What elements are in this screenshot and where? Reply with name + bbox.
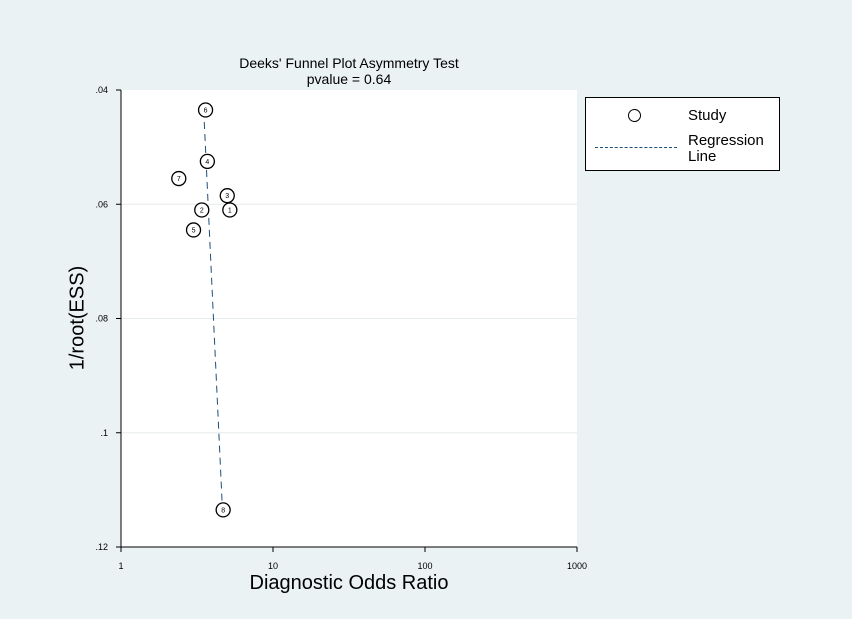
x-tick-label: 1000 — [567, 561, 587, 571]
regression-layer — [203, 109, 223, 510]
study-point — [171, 170, 187, 187]
y-tick-label: .06 — [95, 199, 108, 209]
study-point — [185, 222, 202, 238]
y-tick-label: .04 — [95, 85, 108, 95]
legend-regression-label: Regression Line — [688, 132, 764, 165]
points-layer: 1 2 3 4 5 6 7 8 — [171, 102, 238, 518]
legend-study-marker — [628, 109, 641, 122]
regression-line — [203, 109, 223, 510]
y-tick-label: .08 — [95, 314, 108, 324]
study-point-label: 7 — [177, 176, 181, 183]
study-point-label: 6 — [204, 107, 208, 114]
legend-regression-line — [595, 147, 677, 148]
chart-title: Deeks' Funnel Plot Asymmetry Test — [239, 55, 459, 71]
study-point — [219, 188, 235, 204]
y-tick-label: .1 — [100, 428, 108, 438]
study-point — [215, 502, 231, 518]
axes: .04 .06 .08 .1 .12 1 10 100 1000 — [95, 85, 587, 571]
study-point — [199, 153, 216, 170]
legend: Study Regression Line — [585, 97, 780, 171]
study-point-label: 4 — [205, 159, 209, 166]
study-point — [194, 202, 210, 218]
x-tick-label: 10 — [268, 561, 278, 571]
x-axis-label: Diagnostic Odds Ratio — [249, 572, 449, 594]
study-point — [197, 102, 214, 118]
x-tick-label: 1 — [118, 561, 123, 571]
legend-study-label: Study — [688, 107, 727, 124]
study-point-label: 2 — [200, 207, 204, 214]
chart-subtitle: pvalue = 0.64 — [306, 71, 392, 87]
y-axis-label: 1/root(ESS) — [66, 265, 89, 371]
study-point-label: 1 — [228, 207, 232, 214]
study-point — [222, 202, 238, 218]
study-point-label: 8 — [221, 507, 225, 514]
study-point-label: 3 — [225, 193, 229, 200]
y-tick-label: .12 — [95, 542, 108, 552]
study-point-label: 5 — [192, 227, 196, 234]
x-tick-label: 100 — [417, 561, 432, 571]
